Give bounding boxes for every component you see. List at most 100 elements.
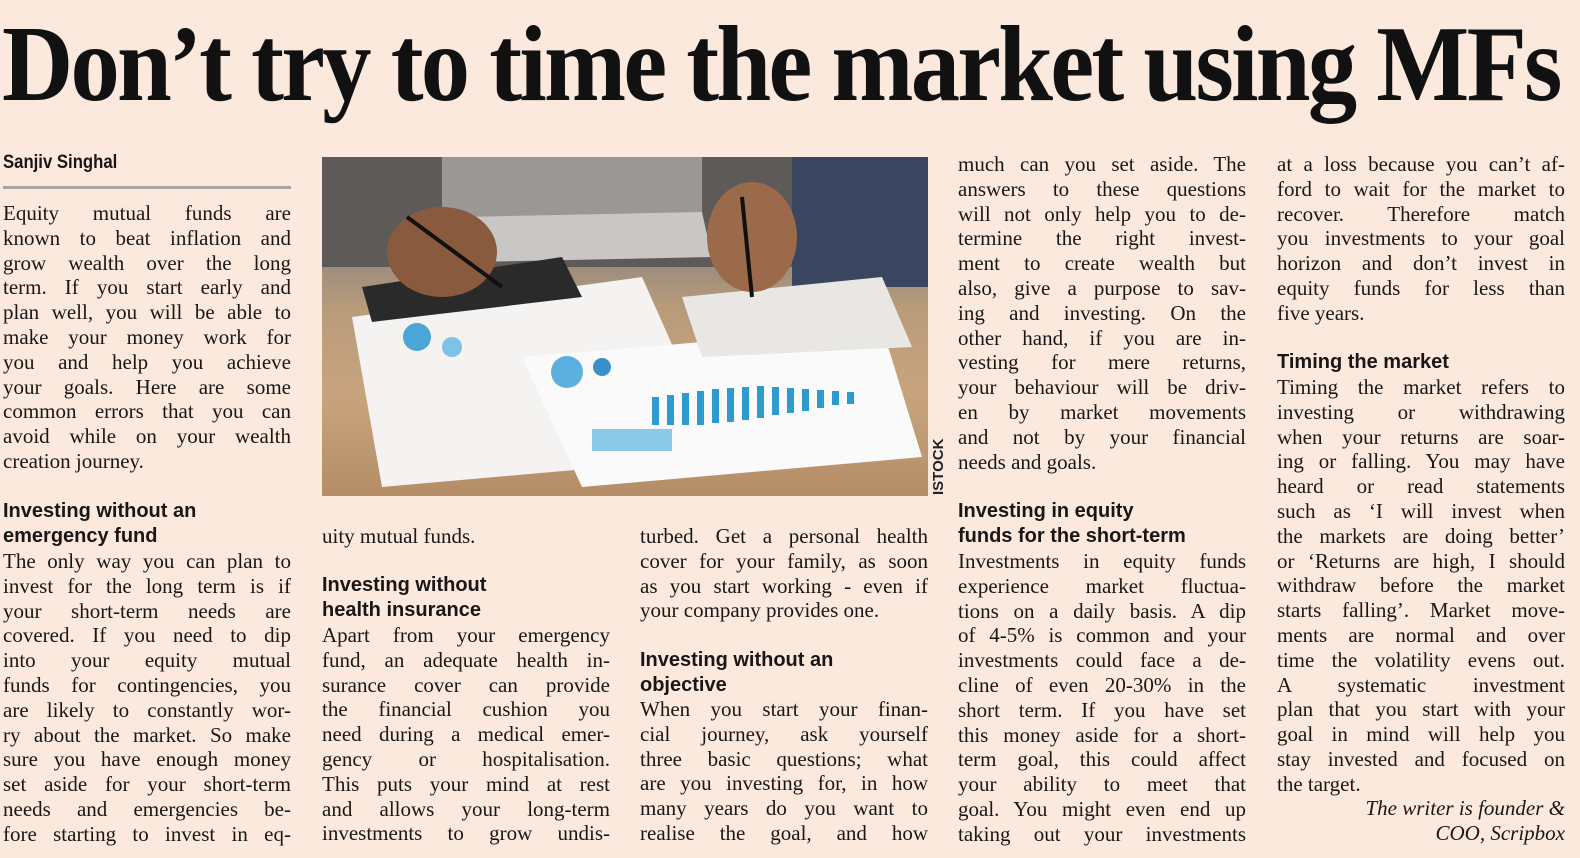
text-line: and allows your long-term [322, 796, 610, 821]
text-line: en by market movements [958, 399, 1246, 424]
article-paragraph: Apart from your emergency fund, an adequa… [322, 623, 610, 846]
text-line: ment to create wealth but [958, 251, 1246, 276]
text-line: ing and investing. On the [958, 300, 1246, 325]
text-line: when your returns are soar- [1277, 424, 1565, 449]
text-line: cial journey, ask yourself [640, 721, 928, 746]
section-heading: Timing the market [1277, 350, 1565, 375]
text-line: the target. [1277, 771, 1361, 796]
text-line: ry about the market. So make [3, 722, 291, 747]
text-line: are you investing for, in how [640, 771, 928, 796]
text-line: realise the goal, and how [640, 820, 928, 845]
text-line: investments to grow undis- [322, 821, 610, 846]
text-line: short term. If you have set [958, 697, 1246, 722]
text-line: your behaviour will be driv- [958, 375, 1246, 400]
photo-illustration [322, 157, 928, 487]
text-line: needs and goals. [958, 449, 1097, 474]
text-line: Investing in equity [958, 500, 1134, 522]
text-line: health insurance [322, 598, 481, 621]
text-line: make your money work for [3, 324, 291, 349]
text-line: Investing without an [640, 649, 834, 671]
section-heading: Investing without health insurance [322, 573, 610, 623]
text-line: surance cover can provide [322, 672, 610, 697]
text-line: you investments to your goal [1277, 226, 1565, 251]
text-line: stay invested and focused on [1277, 746, 1565, 771]
text-line: known to beat inflation and [3, 225, 291, 250]
text-line: turbed. Get a personal health [640, 524, 928, 548]
text-line: need during a medical emer- [322, 722, 610, 747]
article-paragraph: at a loss because you can’t af-ford to w… [1277, 152, 1565, 326]
text-line: term. If you start early and [3, 275, 291, 300]
text-line: plan well, you will be able to [3, 300, 291, 325]
text-line: three basic questions; what [640, 746, 928, 771]
text-line: covered. If you need to dip [3, 623, 291, 648]
text-line: sure you have enough money [3, 747, 291, 772]
text-line: avoid while on your wealth [3, 424, 291, 449]
text-line: answers to these questions [958, 176, 1246, 201]
text-line: withdraw before the market [1277, 573, 1565, 598]
text-line: vesting for mere returns, [958, 350, 1246, 375]
text-line: this money aside for a short- [958, 722, 1246, 747]
text-line: When you start your finan- [640, 697, 928, 721]
text-line: your ability to meet that [958, 772, 1246, 797]
text-line: gency or hospitalisation. [322, 746, 610, 771]
text-line: at a loss because you can’t af- [1277, 152, 1565, 176]
text-line: and not by your financial [958, 424, 1246, 449]
text-line: emergency fund [3, 524, 158, 547]
photo-credit: ISTOCK [930, 438, 947, 495]
text-line: invest for the long term is if [3, 573, 291, 598]
text-line: uity mutual funds. [322, 524, 476, 548]
text-line: funds for the short-term [958, 524, 1186, 547]
text-line: cover for your family, as soon [640, 548, 928, 573]
byline-divider [3, 186, 291, 189]
text-line: starts falling’. Market move- [1277, 598, 1565, 623]
article-paragraph: turbed. Get a personal health cover for y… [640, 524, 928, 623]
text-line: investing or withdrawing [1277, 399, 1565, 424]
text-line: equity funds for less than [1277, 275, 1565, 300]
text-line: funds for contingencies, you [3, 672, 291, 697]
text-line: This puts your mind at rest [322, 771, 610, 796]
text-line: horizon and don’t invest in [1277, 251, 1565, 276]
text-line: Equity mutual funds are [3, 201, 291, 225]
byline: Sanjiv Singhal [3, 152, 118, 173]
text-line: grow wealth over the long [3, 250, 291, 275]
article-paragraph: Equity mutual funds are known to beat inf… [3, 201, 291, 474]
text-line: five years. [1277, 300, 1365, 325]
text-line: Apart from your emergency [322, 623, 610, 647]
text-line: Investing without [322, 574, 487, 596]
text-line: cline of even 20-30% in the [958, 672, 1246, 697]
text-line: Investing without an [3, 500, 197, 522]
text-line: Investments in equity funds [958, 549, 1246, 573]
text-line: you and help you achieve [3, 349, 291, 374]
section-heading: Investing in equity funds for the short-t… [958, 499, 1246, 549]
text-line: ments are normal and over [1277, 622, 1565, 647]
text-line: creation journey. [3, 448, 144, 473]
text-line: time the volatility evens out. [1277, 647, 1565, 672]
text-line: of 4-5% is common and your [958, 623, 1246, 648]
text-line: investments could face a de- [958, 648, 1246, 673]
text-line: plan that you start with your [1277, 697, 1565, 722]
text-line: the markets are doing better’ [1277, 523, 1565, 548]
text-line: the financial cushion you [322, 697, 610, 722]
article-paragraph: uity mutual funds. [322, 524, 610, 549]
text-line: COO, Scripbox [1435, 820, 1566, 845]
article-paragraph: The only way you can plan to invest for t… [3, 549, 291, 847]
text-line: Timing the market refers to [1277, 375, 1565, 399]
article-photo [322, 157, 928, 496]
text-line: common errors that you can [3, 399, 291, 424]
text-line: termine the right invest- [958, 226, 1246, 251]
text-line: Timing the market [1277, 351, 1449, 373]
section-heading: Investing without an objective [640, 648, 928, 698]
article-paragraph: much can you set aside. The answers to th… [958, 152, 1246, 474]
text-line: ing or falling. You may have [1277, 449, 1565, 474]
text-line: term goal, this could affect [958, 747, 1246, 772]
text-line: much can you set aside. The [958, 152, 1246, 176]
article-paragraph: Investments in equity funds experience ma… [958, 549, 1246, 847]
section-heading: Investing without an emergency fund [3, 499, 291, 549]
text-line: heard or read statements [1277, 474, 1565, 499]
text-line: needs and emergencies be- [3, 796, 291, 821]
text-line: A systematic investment [1277, 672, 1565, 697]
text-line: also, give a purpose to sav- [958, 275, 1246, 300]
text-line: your company provides one. [640, 598, 880, 623]
text-line: objective [640, 673, 727, 696]
text-line: your short-term needs are [3, 598, 291, 623]
